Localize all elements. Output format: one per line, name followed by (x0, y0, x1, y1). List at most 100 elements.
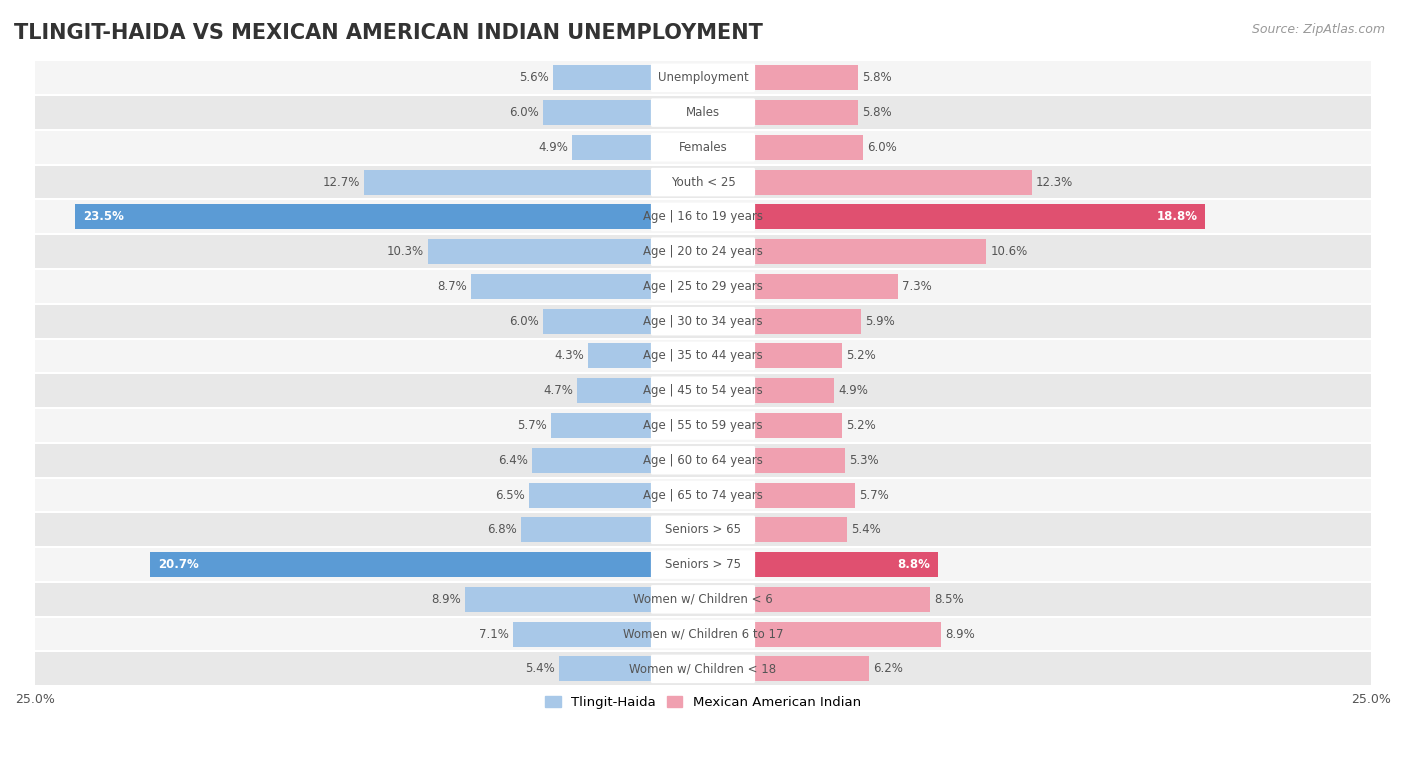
Text: 6.0%: 6.0% (509, 106, 538, 119)
FancyBboxPatch shape (703, 239, 986, 264)
FancyBboxPatch shape (35, 582, 1371, 617)
Text: Age | 45 to 54 years: Age | 45 to 54 years (643, 385, 763, 397)
FancyBboxPatch shape (35, 547, 1371, 582)
FancyBboxPatch shape (35, 338, 1371, 373)
FancyBboxPatch shape (35, 478, 1371, 512)
Text: 7.1%: 7.1% (479, 628, 509, 640)
Text: 5.2%: 5.2% (846, 350, 876, 363)
Text: 4.7%: 4.7% (544, 385, 574, 397)
Text: 5.2%: 5.2% (846, 419, 876, 432)
Text: Females: Females (679, 141, 727, 154)
Text: Women w/ Children < 18: Women w/ Children < 18 (630, 662, 776, 675)
FancyBboxPatch shape (651, 620, 755, 648)
FancyBboxPatch shape (150, 552, 703, 577)
Text: 5.3%: 5.3% (849, 453, 879, 467)
FancyBboxPatch shape (513, 621, 703, 646)
FancyBboxPatch shape (703, 587, 931, 612)
FancyBboxPatch shape (651, 307, 755, 335)
Text: 4.9%: 4.9% (538, 141, 568, 154)
Text: 6.0%: 6.0% (868, 141, 897, 154)
FancyBboxPatch shape (35, 234, 1371, 269)
FancyBboxPatch shape (531, 447, 703, 473)
FancyBboxPatch shape (703, 552, 938, 577)
FancyBboxPatch shape (651, 585, 755, 614)
FancyBboxPatch shape (364, 170, 703, 195)
FancyBboxPatch shape (35, 652, 1371, 687)
Text: Source: ZipAtlas.com: Source: ZipAtlas.com (1251, 23, 1385, 36)
Text: 6.8%: 6.8% (488, 523, 517, 536)
FancyBboxPatch shape (35, 200, 1371, 234)
FancyBboxPatch shape (572, 135, 703, 160)
Text: 4.9%: 4.9% (838, 385, 868, 397)
Text: 23.5%: 23.5% (83, 210, 124, 223)
Text: Age | 16 to 19 years: Age | 16 to 19 years (643, 210, 763, 223)
FancyBboxPatch shape (529, 482, 703, 507)
Text: 4.3%: 4.3% (554, 350, 583, 363)
Text: Males: Males (686, 106, 720, 119)
FancyBboxPatch shape (651, 446, 755, 475)
FancyBboxPatch shape (651, 203, 755, 231)
FancyBboxPatch shape (651, 481, 755, 509)
FancyBboxPatch shape (35, 304, 1371, 338)
Text: 5.4%: 5.4% (524, 662, 555, 675)
Text: Age | 30 to 34 years: Age | 30 to 34 years (643, 315, 763, 328)
FancyBboxPatch shape (703, 65, 858, 90)
Text: 5.9%: 5.9% (865, 315, 894, 328)
Text: 8.5%: 8.5% (934, 593, 963, 606)
Text: 10.6%: 10.6% (990, 245, 1028, 258)
Text: 5.7%: 5.7% (859, 488, 889, 502)
Text: 5.8%: 5.8% (862, 71, 891, 84)
Text: Unemployment: Unemployment (658, 71, 748, 84)
Text: 5.7%: 5.7% (517, 419, 547, 432)
Text: 5.4%: 5.4% (851, 523, 882, 536)
FancyBboxPatch shape (543, 100, 703, 125)
Text: 5.8%: 5.8% (862, 106, 891, 119)
FancyBboxPatch shape (551, 413, 703, 438)
FancyBboxPatch shape (651, 411, 755, 440)
FancyBboxPatch shape (703, 344, 842, 369)
FancyBboxPatch shape (35, 61, 1371, 95)
Text: Age | 55 to 59 years: Age | 55 to 59 years (643, 419, 763, 432)
Text: Age | 65 to 74 years: Age | 65 to 74 years (643, 488, 763, 502)
FancyBboxPatch shape (588, 344, 703, 369)
FancyBboxPatch shape (651, 341, 755, 370)
FancyBboxPatch shape (651, 98, 755, 127)
Text: 8.9%: 8.9% (432, 593, 461, 606)
Text: 10.3%: 10.3% (387, 245, 423, 258)
FancyBboxPatch shape (35, 165, 1371, 200)
Text: 20.7%: 20.7% (157, 558, 198, 571)
FancyBboxPatch shape (558, 656, 703, 681)
Text: Age | 25 to 29 years: Age | 25 to 29 years (643, 280, 763, 293)
Text: 8.8%: 8.8% (897, 558, 931, 571)
FancyBboxPatch shape (703, 378, 834, 403)
FancyBboxPatch shape (651, 655, 755, 683)
Text: Youth < 25: Youth < 25 (671, 176, 735, 188)
FancyBboxPatch shape (703, 413, 842, 438)
FancyBboxPatch shape (703, 656, 869, 681)
Text: 12.7%: 12.7% (322, 176, 360, 188)
Text: Age | 60 to 64 years: Age | 60 to 64 years (643, 453, 763, 467)
FancyBboxPatch shape (651, 376, 755, 405)
Text: Women w/ Children 6 to 17: Women w/ Children 6 to 17 (623, 628, 783, 640)
FancyBboxPatch shape (522, 517, 703, 542)
FancyBboxPatch shape (651, 273, 755, 301)
Text: TLINGIT-HAIDA VS MEXICAN AMERICAN INDIAN UNEMPLOYMENT: TLINGIT-HAIDA VS MEXICAN AMERICAN INDIAN… (14, 23, 763, 42)
FancyBboxPatch shape (35, 443, 1371, 478)
FancyBboxPatch shape (703, 482, 855, 507)
Text: 6.4%: 6.4% (498, 453, 529, 467)
FancyBboxPatch shape (35, 408, 1371, 443)
Text: 8.9%: 8.9% (945, 628, 974, 640)
Text: 18.8%: 18.8% (1156, 210, 1198, 223)
Text: 8.7%: 8.7% (437, 280, 467, 293)
Text: 6.0%: 6.0% (509, 315, 538, 328)
FancyBboxPatch shape (75, 204, 703, 229)
FancyBboxPatch shape (651, 168, 755, 196)
FancyBboxPatch shape (703, 204, 1205, 229)
FancyBboxPatch shape (703, 517, 848, 542)
Text: 7.3%: 7.3% (903, 280, 932, 293)
FancyBboxPatch shape (35, 373, 1371, 408)
Text: Women w/ Children < 6: Women w/ Children < 6 (633, 593, 773, 606)
Text: Age | 35 to 44 years: Age | 35 to 44 years (643, 350, 763, 363)
FancyBboxPatch shape (465, 587, 703, 612)
FancyBboxPatch shape (703, 170, 1032, 195)
